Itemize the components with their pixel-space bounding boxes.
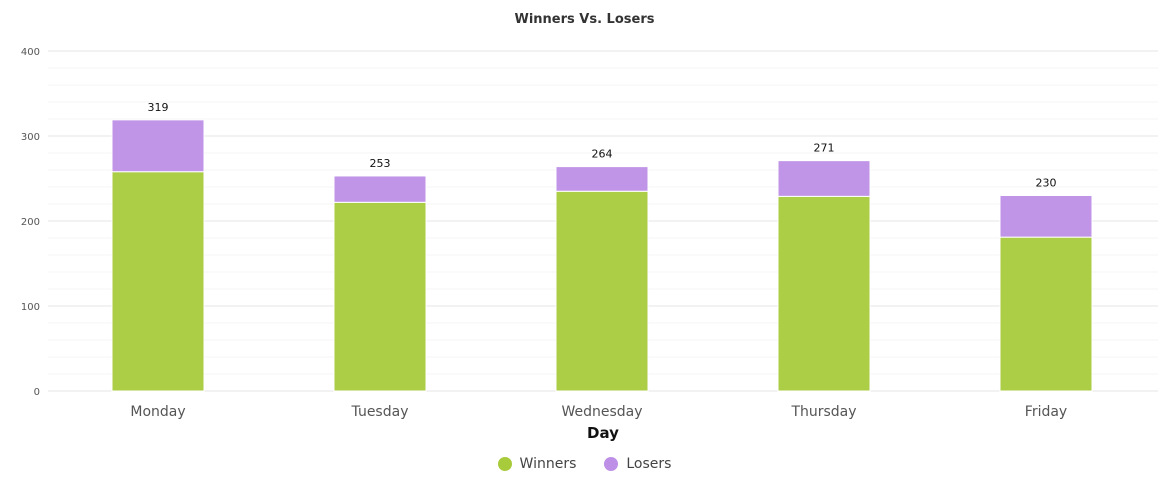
legend-swatch-losers (604, 457, 619, 471)
bar-winners-monday[interactable] (111, 171, 205, 392)
y-tick-label: 400 (21, 47, 40, 58)
y-tick-label: 100 (21, 302, 40, 313)
y-tick-label: 300 (21, 132, 40, 143)
legend-label-winners: Winners (519, 456, 577, 472)
bar-winners-friday[interactable] (999, 236, 1093, 392)
bar-winners-wednesday[interactable] (555, 190, 649, 392)
legend-swatch-winners (497, 457, 512, 471)
bar-losers-monday[interactable] (111, 119, 205, 173)
bar-losers-thursday[interactable] (777, 160, 871, 197)
legend-item-winners[interactable]: Winners (497, 456, 577, 472)
bar-winners-tuesday[interactable] (333, 201, 427, 392)
bar-losers-tuesday[interactable] (333, 175, 427, 203)
total-label-monday: 319 (148, 101, 169, 114)
total-label-wednesday: 264 (592, 148, 613, 161)
x-tick-label: Monday (130, 404, 185, 420)
x-tick-label: Thursday (790, 404, 856, 420)
legend-item-losers[interactable]: Losers (604, 456, 671, 472)
total-label-thursday: 271 (814, 142, 835, 155)
y-tick-label: 0 (34, 387, 40, 398)
bar-winners-thursday[interactable] (777, 195, 871, 392)
bar-losers-wednesday[interactable] (555, 166, 649, 192)
x-tick-label: Friday (1025, 404, 1067, 420)
x-tick-label: Tuesday (351, 404, 409, 420)
total-label-friday: 230 (1036, 177, 1057, 190)
total-label-tuesday: 253 (370, 157, 391, 170)
legend: Winners Losers (0, 456, 1169, 472)
chart-title: Winners Vs. Losers (514, 12, 655, 27)
x-axis-title: Day (587, 424, 619, 442)
x-tick-label: Wednesday (561, 404, 642, 420)
legend-label-losers: Losers (626, 456, 672, 472)
y-tick-label: 200 (21, 217, 40, 228)
bar-losers-friday[interactable] (999, 195, 1093, 238)
